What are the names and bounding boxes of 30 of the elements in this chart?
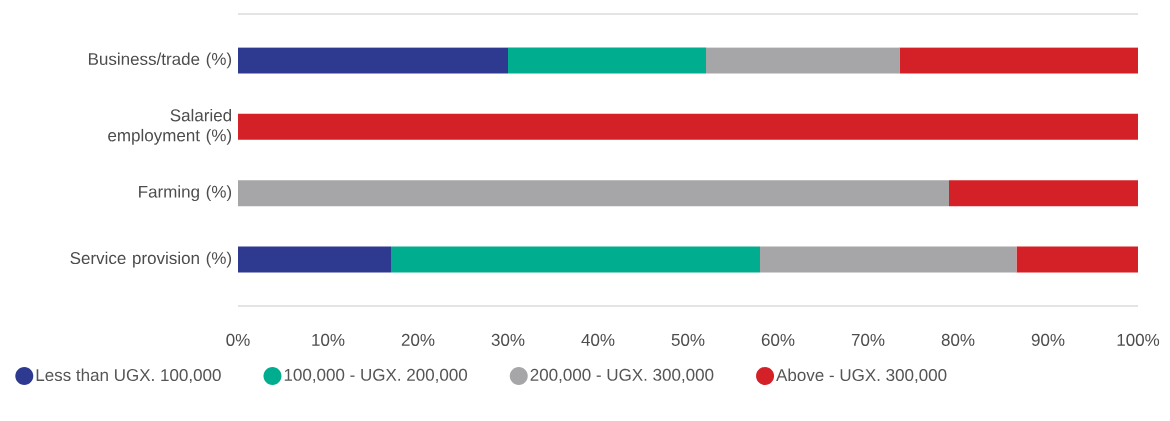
y-tick-label: Farming (%)	[139, 185, 232, 202]
x-tick-label: 10%	[312, 333, 345, 346]
x-tick-label: 70%	[851, 333, 885, 346]
bar	[760, 246, 1017, 273]
x-tick-label: 30%	[491, 333, 525, 346]
x-tick-label: 60%	[761, 333, 795, 346]
bar	[706, 47, 900, 74]
x-tick-label: 20%	[401, 333, 435, 346]
bar	[391, 246, 761, 273]
bar	[238, 47, 508, 74]
x-tick-label: 50%	[671, 333, 705, 346]
bar	[1016, 246, 1139, 273]
x-tick-label: 0%	[226, 333, 250, 346]
bar	[238, 113, 1139, 140]
bar	[238, 246, 391, 273]
bar	[899, 47, 1139, 74]
x-tick-label: 40%	[581, 333, 615, 346]
bar	[508, 47, 706, 74]
y-tick-label: Business/trade (%)	[88, 52, 232, 69]
y-tick-label: Service provision (%)	[70, 251, 232, 268]
bar	[949, 180, 1139, 207]
x-tick-label: 90%	[1031, 333, 1065, 346]
legend-label: 100,000 - UGX. 200,000	[284, 368, 468, 383]
x-tick-label: 80%	[941, 333, 975, 346]
bar	[238, 180, 950, 207]
x-tick-label: 100%	[1117, 333, 1160, 346]
y-tick-label: Salaried employment (%)	[108, 108, 232, 145]
legend-label: 200,000 - UGX. 300,000	[530, 368, 714, 383]
legend-label: Above - UGX. 300,000	[776, 368, 947, 384]
legend-label: Less than UGX. 100,000	[36, 368, 221, 384]
